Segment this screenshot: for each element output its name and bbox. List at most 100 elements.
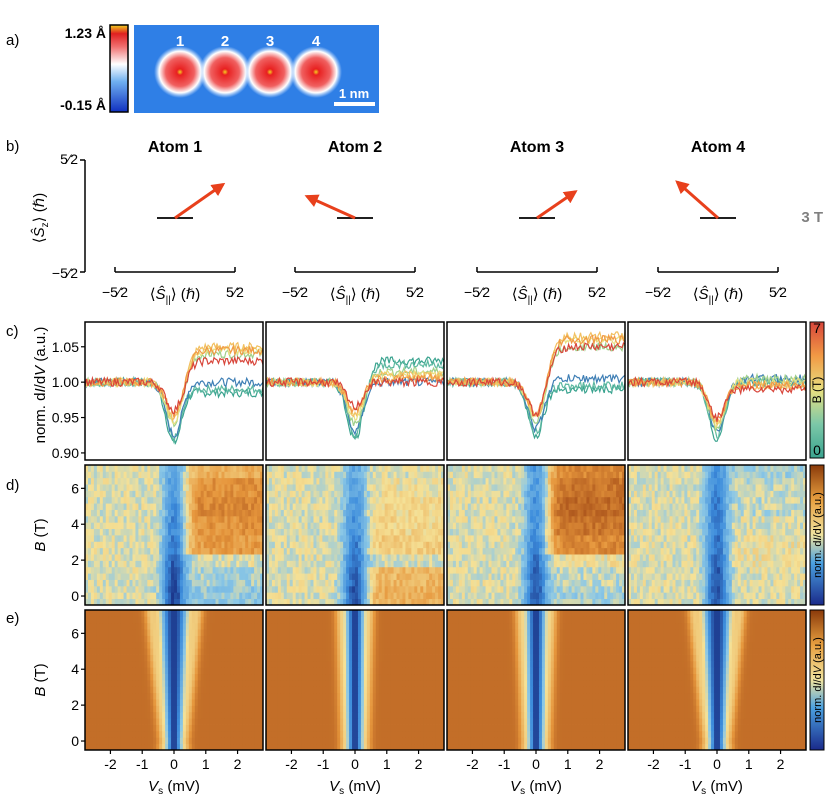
e-cell: [257, 743, 261, 751]
d-cell: [408, 554, 412, 561]
d-cell: [381, 541, 386, 549]
e-cell: [411, 692, 415, 700]
d-cell: [176, 598, 181, 606]
d-cell: [221, 573, 225, 580]
e-cell: [402, 718, 406, 725]
d-cell: [357, 484, 362, 491]
d-cell: [411, 579, 415, 587]
d-cell: [123, 566, 127, 574]
e-cell: [194, 616, 199, 624]
d-cell: [117, 515, 121, 523]
d-cell: [322, 477, 326, 485]
e-cell: [224, 610, 228, 617]
d-cell: [185, 579, 190, 587]
e-cell: [280, 648, 285, 655]
d-cell: [375, 566, 380, 574]
d-cell: [188, 496, 193, 504]
e-cell: [283, 648, 288, 655]
e-cell: [304, 654, 308, 662]
d-cell: [363, 477, 368, 485]
e-cell: [144, 648, 148, 655]
e-cell: [150, 724, 154, 732]
d-cell: [150, 484, 154, 491]
d-cell: [191, 598, 196, 606]
d-cell: [286, 573, 291, 580]
d-cell: [274, 598, 279, 606]
d-cell: [343, 566, 347, 574]
d-cell: [215, 541, 219, 549]
d-cell: [399, 515, 403, 523]
d-cell: [85, 528, 89, 536]
d-cell: [221, 496, 225, 504]
e-cell: [360, 673, 365, 681]
d-cell: [209, 560, 213, 568]
d-cell: [319, 496, 323, 504]
d-cell: [307, 566, 311, 574]
e-cell: [280, 711, 285, 719]
d-cell: [209, 566, 213, 574]
d-cell: [411, 522, 415, 530]
d-cell: [203, 509, 208, 517]
e-cell: [340, 660, 344, 668]
d-cell: [254, 573, 258, 580]
e-cell: [233, 660, 237, 668]
d-cell: [396, 465, 400, 472]
d-cell: [266, 579, 270, 587]
e-cell: [108, 660, 113, 668]
d-cell: [301, 573, 305, 580]
d-cell: [313, 471, 317, 479]
d-cell: [375, 535, 380, 542]
e-cell: [174, 724, 178, 732]
e-cell: [266, 743, 270, 751]
e-cell: [105, 705, 110, 713]
e-cell: [141, 737, 145, 745]
e-cell: [307, 680, 311, 687]
d-cell: [168, 522, 172, 530]
e-cell: [298, 718, 302, 725]
e-cell: [295, 743, 300, 751]
e-cell: [126, 622, 130, 630]
d-cell: [153, 471, 157, 479]
e-cell: [340, 730, 344, 738]
e-cell: [215, 737, 219, 745]
d-cell: [165, 471, 169, 479]
e-cell: [313, 686, 317, 694]
e-cell: [159, 718, 163, 725]
e-cell: [185, 743, 190, 751]
d-cell: [266, 554, 270, 561]
d-cell: [96, 585, 101, 593]
d-cell: [266, 566, 270, 574]
e-cell: [126, 692, 130, 700]
e-cell: [138, 692, 142, 700]
d-cell: [390, 471, 394, 479]
d-cell: [251, 515, 255, 523]
e-cell: [435, 686, 439, 694]
d-cell: [114, 515, 119, 523]
d-cell: [182, 585, 187, 593]
spar-right-label: 5⁄2: [769, 284, 787, 300]
e-cell: [150, 730, 154, 738]
e-cell: [366, 654, 371, 662]
e-cell: [381, 699, 386, 706]
e-cell: [150, 673, 154, 681]
e-cell: [144, 654, 148, 662]
d-cell: [441, 465, 445, 472]
e-cell: [405, 711, 409, 719]
d-cell: [304, 522, 308, 530]
e-cell: [289, 692, 294, 700]
e-cell: [147, 629, 151, 636]
d-cell: [87, 515, 92, 523]
d-cell: [179, 477, 184, 485]
d-cell: [438, 592, 442, 600]
e-cell: [429, 692, 433, 700]
e-cell: [313, 692, 317, 700]
d-cell: [411, 585, 415, 593]
e-cell: [200, 692, 205, 700]
e-cell: [123, 743, 127, 751]
e-cell: [286, 737, 291, 745]
d-cell: [334, 465, 338, 472]
d-cell: [420, 592, 424, 600]
d-cell: [313, 554, 317, 561]
e-cell: [286, 730, 291, 738]
e-cell: [123, 635, 127, 643]
